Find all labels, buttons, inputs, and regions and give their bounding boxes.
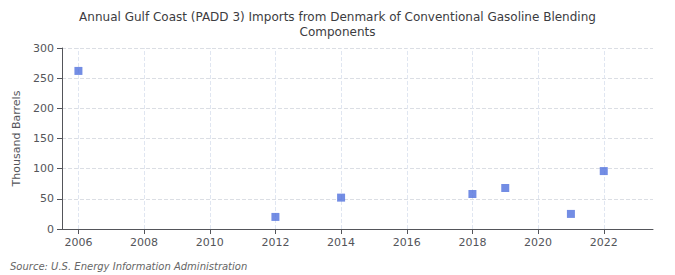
svg-text:300: 300 (33, 42, 54, 55)
svg-text:2020: 2020 (524, 236, 552, 249)
svg-text:150: 150 (33, 132, 54, 145)
svg-text:2016: 2016 (393, 236, 421, 249)
svg-text:Source: U.S. Energy Informatio: Source: U.S. Energy Information Administ… (10, 261, 247, 272)
svg-text:2022: 2022 (590, 236, 618, 249)
svg-text:Annual Gulf Coast (PADD 3) Imp: Annual Gulf Coast (PADD 3) Imports from … (79, 10, 596, 24)
svg-text:2014: 2014 (327, 236, 355, 249)
svg-text:50: 50 (40, 192, 54, 205)
svg-text:100: 100 (33, 162, 54, 175)
svg-text:2008: 2008 (130, 236, 158, 249)
svg-text:200: 200 (33, 102, 54, 115)
svg-text:0: 0 (47, 223, 54, 236)
svg-text:250: 250 (33, 72, 54, 85)
svg-text:2010: 2010 (196, 236, 224, 249)
svg-text:2006: 2006 (64, 236, 92, 249)
svg-text:Components: Components (300, 25, 376, 39)
svg-text:Thousand Barrels: Thousand Barrels (10, 90, 23, 187)
svg-text:2012: 2012 (261, 236, 289, 249)
svg-text:2018: 2018 (458, 236, 486, 249)
